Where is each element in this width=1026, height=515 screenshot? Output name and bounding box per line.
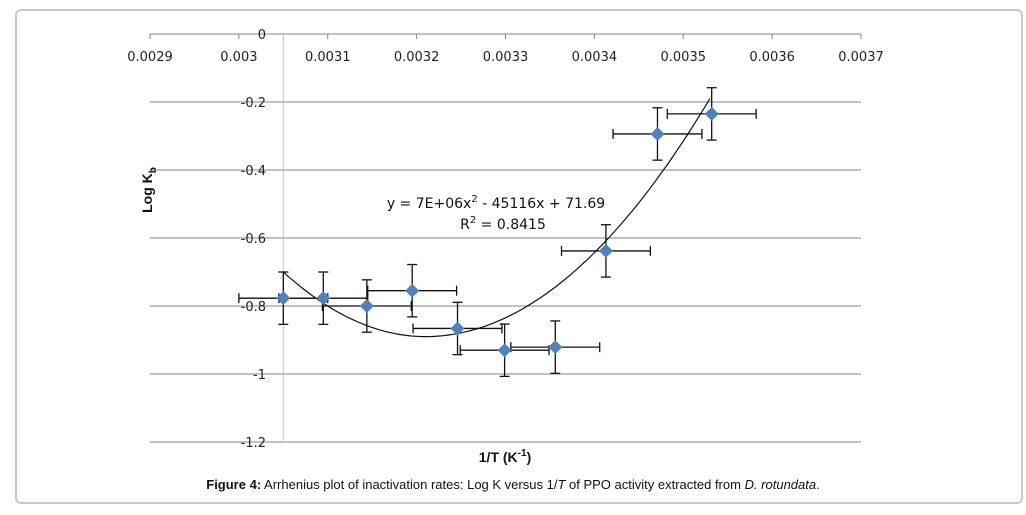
x-tick-label: 0.003 bbox=[220, 50, 257, 65]
caption-species: D. rotundata bbox=[744, 477, 817, 492]
axes bbox=[149, 33, 862, 442]
x-tick-label: 0.0029 bbox=[127, 50, 173, 65]
caption-end: . bbox=[816, 477, 820, 492]
tick-labels: 0 -0.2 -0.4 -0.6 -0.8 -1 -1.2 0.0029 0.003 0.0031… bbox=[127, 28, 884, 451]
data-point bbox=[405, 283, 420, 298]
data-point bbox=[276, 291, 291, 306]
data-point bbox=[497, 343, 512, 358]
x-tick-label: 0.0033 bbox=[483, 50, 529, 65]
x-tick-label: 0.0035 bbox=[661, 50, 707, 65]
gridlines bbox=[150, 101, 861, 443]
y-tick-label: 0 bbox=[258, 28, 266, 43]
data-point bbox=[359, 299, 374, 313]
y-axis-title: Log Kb bbox=[139, 167, 159, 213]
y-tick-label: -0.2 bbox=[241, 96, 266, 111]
data-point bbox=[598, 243, 613, 258]
trendline-group bbox=[282, 98, 711, 338]
data-point bbox=[650, 126, 665, 141]
trendline-equation: y = 7E+06x2 - 45116x + 71.69 bbox=[387, 194, 605, 212]
trendline bbox=[282, 98, 711, 338]
data-point bbox=[316, 291, 331, 306]
caption-var: T bbox=[557, 477, 566, 492]
y-tick-label: -0.6 bbox=[241, 232, 266, 247]
x-tick-label: 0.0031 bbox=[305, 50, 351, 65]
caption-text-2: of PPO activity extracted from bbox=[565, 477, 745, 492]
r-squared-label: R2 = 0.8415 bbox=[460, 215, 546, 233]
x-tick-label: 0.0034 bbox=[572, 50, 618, 65]
x-tick-label: 0.0037 bbox=[838, 50, 884, 65]
y-tick-label: -0.4 bbox=[241, 164, 266, 179]
data-point bbox=[704, 106, 719, 121]
data-point bbox=[548, 340, 563, 355]
caption-label: Figure 4: bbox=[206, 477, 262, 492]
data-markers bbox=[276, 106, 719, 358]
y-tick-label: -1 bbox=[253, 368, 266, 383]
x-tick-label: 0.0032 bbox=[394, 50, 440, 65]
figure-caption: Figure 4: Arrhenius plot of inactivation… bbox=[0, 477, 1026, 492]
x-tick-label: 0.0036 bbox=[749, 50, 795, 65]
caption-text: Arrhenius plot of inactivation rates: Lo… bbox=[261, 477, 558, 492]
x-axis-title: 1/T (K-1) bbox=[479, 448, 531, 465]
y-tick-label: -0.8 bbox=[241, 300, 266, 315]
data-point bbox=[450, 321, 465, 336]
y-tick-label: -1.2 bbox=[241, 436, 266, 451]
figure-frame bbox=[15, 9, 1023, 504]
